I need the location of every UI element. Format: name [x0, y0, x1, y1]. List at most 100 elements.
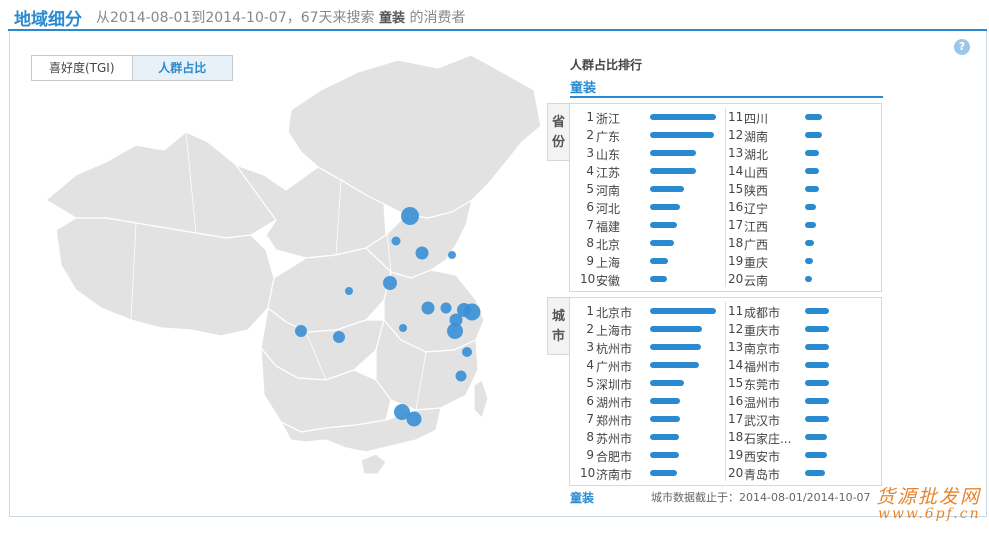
rank-number: 13 [728, 340, 744, 354]
ranking-row: 4 江苏 [580, 162, 730, 180]
rank-name: 合肥市 [596, 450, 633, 464]
ranking-row: 3 山东 [580, 144, 730, 162]
footer-category-link[interactable]: 童装 [570, 491, 595, 505]
province-column-left: 1 浙江 2 广东 3 山东 4 江苏 5 河南 6 河北 7 福建 8 北京 9 上海 10 安徽 [580, 108, 730, 288]
ranking-underline [570, 96, 883, 98]
ranking-title: 人群占比排行 [570, 58, 643, 72]
rank-bar [650, 398, 680, 404]
rank-bar [805, 222, 816, 228]
rank-name: 重庆 [744, 256, 769, 270]
rank-number: 18 [728, 430, 744, 444]
province-label-2: 份 [551, 135, 565, 150]
rank-number: 6 [586, 394, 594, 408]
rank-name: 浙江 [596, 112, 621, 126]
ranking-row: 18 广西 [728, 234, 878, 252]
help-icon[interactable]: ? [954, 39, 970, 55]
province-side-tab[interactable]: 省 份 [547, 103, 569, 161]
rank-name: 青岛市 [744, 468, 781, 482]
rank-number: 15 [728, 376, 744, 390]
rank-number: 3 [586, 146, 594, 160]
rank-name: 苏州市 [596, 432, 633, 446]
ranking-row: 15 东莞市 [728, 374, 878, 392]
city-ranking-box: 1 北京市 2 上海市 3 杭州市 4 广州市 5 深圳市 6 湖州市 7 郑州市 8 苏州市 9 合肥市 10 济南… [569, 297, 882, 486]
china-map [44, 54, 542, 475]
rank-name: 郑州市 [596, 414, 633, 428]
rank-name: 安徽 [596, 274, 621, 288]
rank-number: 13 [728, 146, 744, 160]
rank-number: 17 [728, 218, 744, 232]
ranking-row: 8 苏州市 [580, 428, 730, 446]
rank-number: 17 [728, 412, 744, 426]
ranking-row: 12 重庆市 [728, 320, 878, 338]
rank-number: 16 [728, 200, 744, 214]
rank-bar [805, 114, 822, 120]
map-bubble [333, 331, 345, 343]
rank-bar [650, 434, 679, 440]
rank-number: 19 [728, 254, 744, 268]
city-column-left: 1 北京市 2 上海市 3 杭州市 4 广州市 5 深圳市 6 湖州市 7 郑州市 8 苏州市 9 合肥市 10 济南… [580, 302, 730, 482]
rank-name: 山东 [596, 148, 621, 162]
rank-name: 东莞市 [744, 378, 781, 392]
rank-name: 上海 [596, 256, 621, 270]
map-bubble [447, 323, 463, 339]
rank-name: 西安市 [744, 450, 781, 464]
ranking-row: 5 深圳市 [580, 374, 730, 392]
rank-name: 江西 [744, 220, 769, 234]
content-panel [9, 31, 987, 517]
rank-number: 18 [728, 236, 744, 250]
map-bubble [399, 324, 407, 332]
rank-number: 4 [586, 358, 594, 372]
ranking-row: 10 济南市 [580, 464, 730, 482]
rank-bar [805, 362, 829, 368]
tab-tgi[interactable]: 喜好度(TGI) [32, 56, 132, 80]
rank-name: 河北 [596, 202, 621, 216]
rank-number: 8 [586, 236, 594, 250]
ranking-row: 20 青岛市 [728, 464, 878, 482]
section-header: 地域细分 从2014-08-01到2014-10-07，67天来搜索 童装 的消… [0, 0, 989, 31]
rank-name: 辽宁 [744, 202, 769, 216]
rank-bar [805, 326, 829, 332]
rank-name: 陕西 [744, 184, 769, 198]
ranking-row: 16 辽宁 [728, 198, 878, 216]
rank-name: 湖南 [744, 130, 769, 144]
map-bubble [406, 411, 422, 427]
city-label-2: 市 [551, 329, 565, 344]
rank-name: 北京 [596, 238, 621, 252]
ranking-row: 14 福州市 [728, 356, 878, 374]
rank-bar [805, 258, 813, 264]
rank-name: 杭州市 [596, 342, 633, 356]
rank-name: 济南市 [596, 468, 633, 482]
rank-bar [650, 204, 680, 210]
header-underline [8, 29, 987, 31]
ranking-row: 2 上海市 [580, 320, 730, 338]
province-borders [130, 131, 427, 411]
map-bubble [391, 236, 401, 246]
tab-share[interactable]: 人群占比 [131, 56, 232, 80]
ranking-row: 4 广州市 [580, 356, 730, 374]
city-side-tab[interactable]: 城 市 [547, 297, 569, 355]
column-divider [725, 302, 726, 481]
rank-bar [805, 240, 814, 246]
rank-bar [805, 204, 816, 210]
rank-bar [650, 362, 699, 368]
rank-bar [650, 258, 668, 264]
rank-number: 9 [586, 448, 594, 462]
rank-number: 7 [586, 218, 594, 232]
ranking-row: 5 河南 [580, 180, 730, 198]
city-bubbles [295, 207, 481, 427]
map-bubble [448, 251, 456, 259]
rank-bar [805, 470, 825, 476]
ranking-row: 6 河北 [580, 198, 730, 216]
map-bubble [345, 287, 353, 295]
rank-bar [805, 132, 822, 138]
rank-name: 北京市 [596, 306, 633, 320]
rank-bar [650, 344, 701, 350]
rank-number: 11 [728, 304, 744, 318]
metric-tabs: 喜好度(TGI) 人群占比 [31, 55, 233, 81]
rank-bar [805, 416, 829, 422]
map-bubble [383, 276, 397, 290]
map-regions [44, 54, 542, 475]
ranking-row: 11 成都市 [728, 302, 878, 320]
rank-number: 12 [728, 128, 744, 142]
ranking-row: 6 湖州市 [580, 392, 730, 410]
